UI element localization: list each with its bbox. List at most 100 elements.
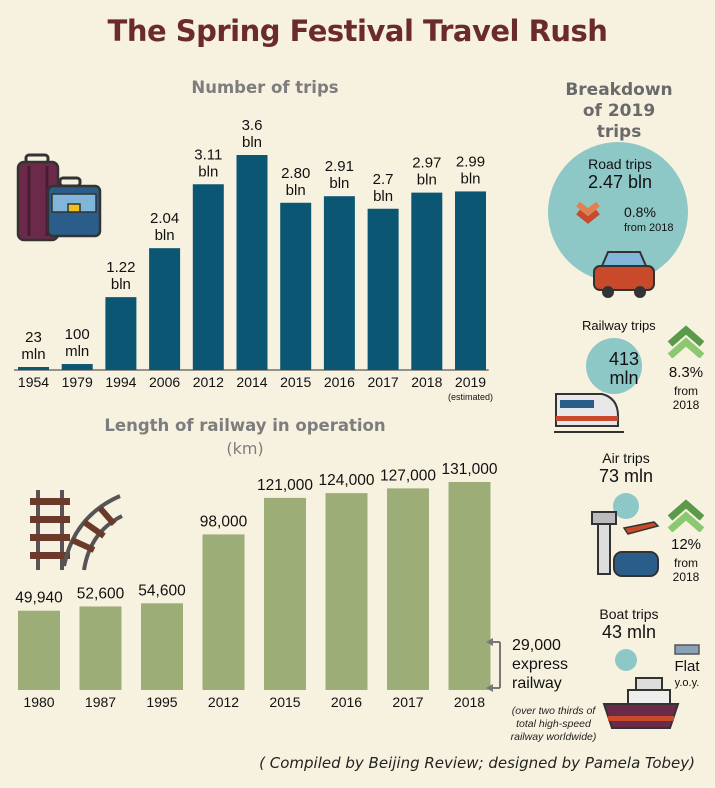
trips-value-label-2006: 2.04 bbox=[150, 210, 179, 227]
rail-category-label-2017: 2017 bbox=[392, 694, 423, 710]
rail-bar-2012 bbox=[202, 534, 245, 690]
trips-bar-1994 bbox=[105, 297, 137, 370]
trips-bar-2015 bbox=[280, 202, 312, 370]
trips-value-label-2012: 3.11 bbox=[194, 146, 222, 163]
up-arrow-icon bbox=[667, 499, 705, 532]
air-trips-graphic bbox=[591, 493, 660, 577]
trips-unit-label-1954: mln bbox=[21, 346, 45, 363]
trips-bar-2019 bbox=[455, 191, 486, 370]
trips-category-label-1954: 1954 bbox=[18, 374, 49, 390]
trips-value-label-2017: 2.7 bbox=[373, 171, 394, 188]
trips-category-note: (estimated) bbox=[448, 392, 493, 402]
rail-bar-1987 bbox=[79, 606, 122, 690]
train-icon bbox=[554, 393, 624, 433]
down-arrow-icon bbox=[576, 209, 600, 224]
trips-category-label-2017: 2017 bbox=[368, 374, 399, 390]
trips-unit-label-1994: bln bbox=[111, 276, 131, 293]
luggage-icon bbox=[16, 153, 102, 242]
trips-value-label-2018: 2.97 bbox=[412, 155, 441, 172]
rail-category-label-2012: 2012 bbox=[208, 694, 239, 710]
rail-value-label-2012: 98,000 bbox=[200, 513, 248, 530]
rail-bar-1995 bbox=[141, 603, 183, 690]
trips-bar-2017 bbox=[367, 208, 399, 370]
trips-category-label-2006: 2006 bbox=[149, 374, 180, 390]
rail-value-label-1987: 52,600 bbox=[77, 585, 125, 602]
road-trips-change-note: from 2018 bbox=[624, 222, 674, 234]
trips-unit-label-2017: bln bbox=[373, 188, 393, 205]
boat-trips-graphic bbox=[602, 649, 680, 729]
railway-trips-change: 8.3% bbox=[668, 364, 704, 381]
rail-category-label-2018: 2018 bbox=[454, 694, 485, 710]
trips-bar-2018 bbox=[411, 192, 443, 370]
trips-unit-label-1979: mln bbox=[65, 343, 89, 360]
trips-chart-title: Number of trips bbox=[191, 78, 339, 97]
railway-trips-unit: mln bbox=[609, 368, 639, 388]
boat-trips-change-note: y.o.y. bbox=[674, 677, 700, 689]
breakdown-title: Breakdown of 2019 trips bbox=[565, 80, 673, 142]
road-trips-change: 0.8% bbox=[624, 204, 656, 220]
trips-category-label-2015: 2015 bbox=[280, 374, 311, 390]
railway-change-note-line1: from bbox=[674, 384, 698, 398]
express-footnote-line3: railway worldwide) bbox=[510, 731, 597, 743]
rail-value-label-2015: 121,000 bbox=[257, 477, 313, 494]
trips-unit-label-2014: bln bbox=[242, 134, 262, 151]
trips-bar-2016 bbox=[323, 196, 355, 370]
trips-value-label-2016: 2.91 bbox=[325, 158, 354, 175]
trips-unit-label-2006: bln bbox=[155, 227, 175, 244]
trips-value-label-1979: 100 bbox=[65, 326, 90, 343]
rail-bar-2016 bbox=[325, 493, 368, 690]
rail-value-label-1995: 54,600 bbox=[138, 582, 186, 599]
express-footnote-line1: (over two thirds of bbox=[511, 705, 596, 717]
rail-value-label-2016: 124,000 bbox=[318, 472, 374, 489]
railway-trips-label: Railway trips bbox=[582, 318, 656, 333]
trips-value-label-2019: 2.99 bbox=[456, 153, 485, 170]
rail-bar-chart: 49,940 1980 52,600 1987 54,600 1995 98,000 2012… bbox=[15, 461, 498, 710]
railway-trips-value: 413 mln bbox=[594, 350, 654, 388]
flat-bar-icon bbox=[674, 644, 700, 655]
trips-category-label-2018: 2018 bbox=[411, 374, 442, 390]
rail-category-label-1995: 1995 bbox=[146, 694, 177, 710]
express-label-2: railway bbox=[512, 675, 562, 692]
trips-category-label-1994: 1994 bbox=[105, 374, 136, 390]
express-footnote: (over two thirds of total high-speed rai… bbox=[506, 705, 601, 744]
railway-trips-circle bbox=[586, 338, 642, 394]
boat-trips-value: 43 mln bbox=[601, 622, 657, 642]
trips-bar-2014 bbox=[236, 155, 268, 370]
rail-category-label-2015: 2015 bbox=[269, 694, 300, 710]
airplane-icon bbox=[622, 521, 660, 535]
railway-tracks-icon bbox=[30, 490, 123, 571]
credit-footer: ( Compiled by Beijing Review; designed b… bbox=[259, 754, 695, 772]
air-trips-value: 73 mln bbox=[598, 466, 654, 486]
trips-category-label-1979: 1979 bbox=[62, 374, 93, 390]
rail-bar-2018 bbox=[448, 482, 491, 690]
infographic-title: The Spring Festival Travel Rush bbox=[107, 14, 608, 48]
ship-icon bbox=[602, 677, 680, 729]
boat-trips-circle bbox=[615, 649, 637, 671]
railway-change-note-line2: 2018 bbox=[672, 398, 700, 412]
trips-unit-label-2018: bln bbox=[417, 172, 437, 189]
trips-category-label-2012: 2012 bbox=[193, 374, 224, 390]
air-change-note-line1: from bbox=[674, 556, 698, 570]
rail-chart-unit: (km) bbox=[226, 439, 264, 458]
trips-bar-2006 bbox=[149, 248, 181, 370]
road-trips-circle bbox=[548, 142, 688, 282]
trips-unit-label-2016: bln bbox=[329, 175, 349, 192]
express-railway-note: 29,000 express railway bbox=[512, 636, 568, 693]
trips-unit-label-2012: bln bbox=[198, 163, 218, 180]
rail-bar-2015 bbox=[264, 497, 306, 690]
express-label: express bbox=[512, 656, 569, 673]
trips-bar-chart: 23mln1954100mln19791.22bln19942.04bln200… bbox=[14, 117, 493, 402]
road-trips-value: 2.47 bln bbox=[587, 172, 653, 192]
road-trips-label: Road trips bbox=[588, 156, 652, 172]
rail-category-label-1987: 1987 bbox=[85, 694, 116, 710]
express-bracket bbox=[486, 638, 501, 692]
trips-category-label-2019: 2019 bbox=[455, 374, 486, 390]
trips-category-label-2014: 2014 bbox=[236, 374, 267, 390]
rail-category-label-1980: 1980 bbox=[23, 694, 54, 710]
road-trips-graphic bbox=[548, 142, 688, 298]
railway-trips-graphic bbox=[554, 338, 642, 433]
trips-value-label-1994: 1.22 bbox=[106, 259, 135, 276]
trips-unit-label-2015: bln bbox=[286, 182, 306, 199]
trips-bar-1954 bbox=[18, 367, 49, 370]
trips-value-label-1954: 23 bbox=[25, 329, 42, 346]
